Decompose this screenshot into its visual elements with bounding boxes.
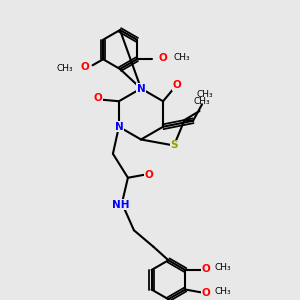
Text: O: O: [158, 53, 167, 63]
Text: O: O: [172, 80, 181, 90]
Text: CH₃: CH₃: [56, 64, 73, 73]
Text: O: O: [94, 93, 102, 103]
Text: CH₃: CH₃: [194, 97, 210, 106]
Text: CH₃: CH₃: [196, 90, 213, 99]
Text: NH: NH: [112, 200, 129, 210]
Text: N: N: [115, 122, 123, 132]
Text: CH₃: CH₃: [214, 286, 231, 296]
Text: O: O: [145, 170, 153, 180]
Text: O: O: [201, 287, 210, 298]
Text: N: N: [136, 83, 146, 94]
Text: O: O: [81, 62, 89, 72]
Text: O: O: [201, 263, 210, 274]
Text: CH₃: CH₃: [214, 262, 231, 272]
Text: CH₃: CH₃: [173, 53, 190, 62]
Text: S: S: [170, 140, 178, 151]
